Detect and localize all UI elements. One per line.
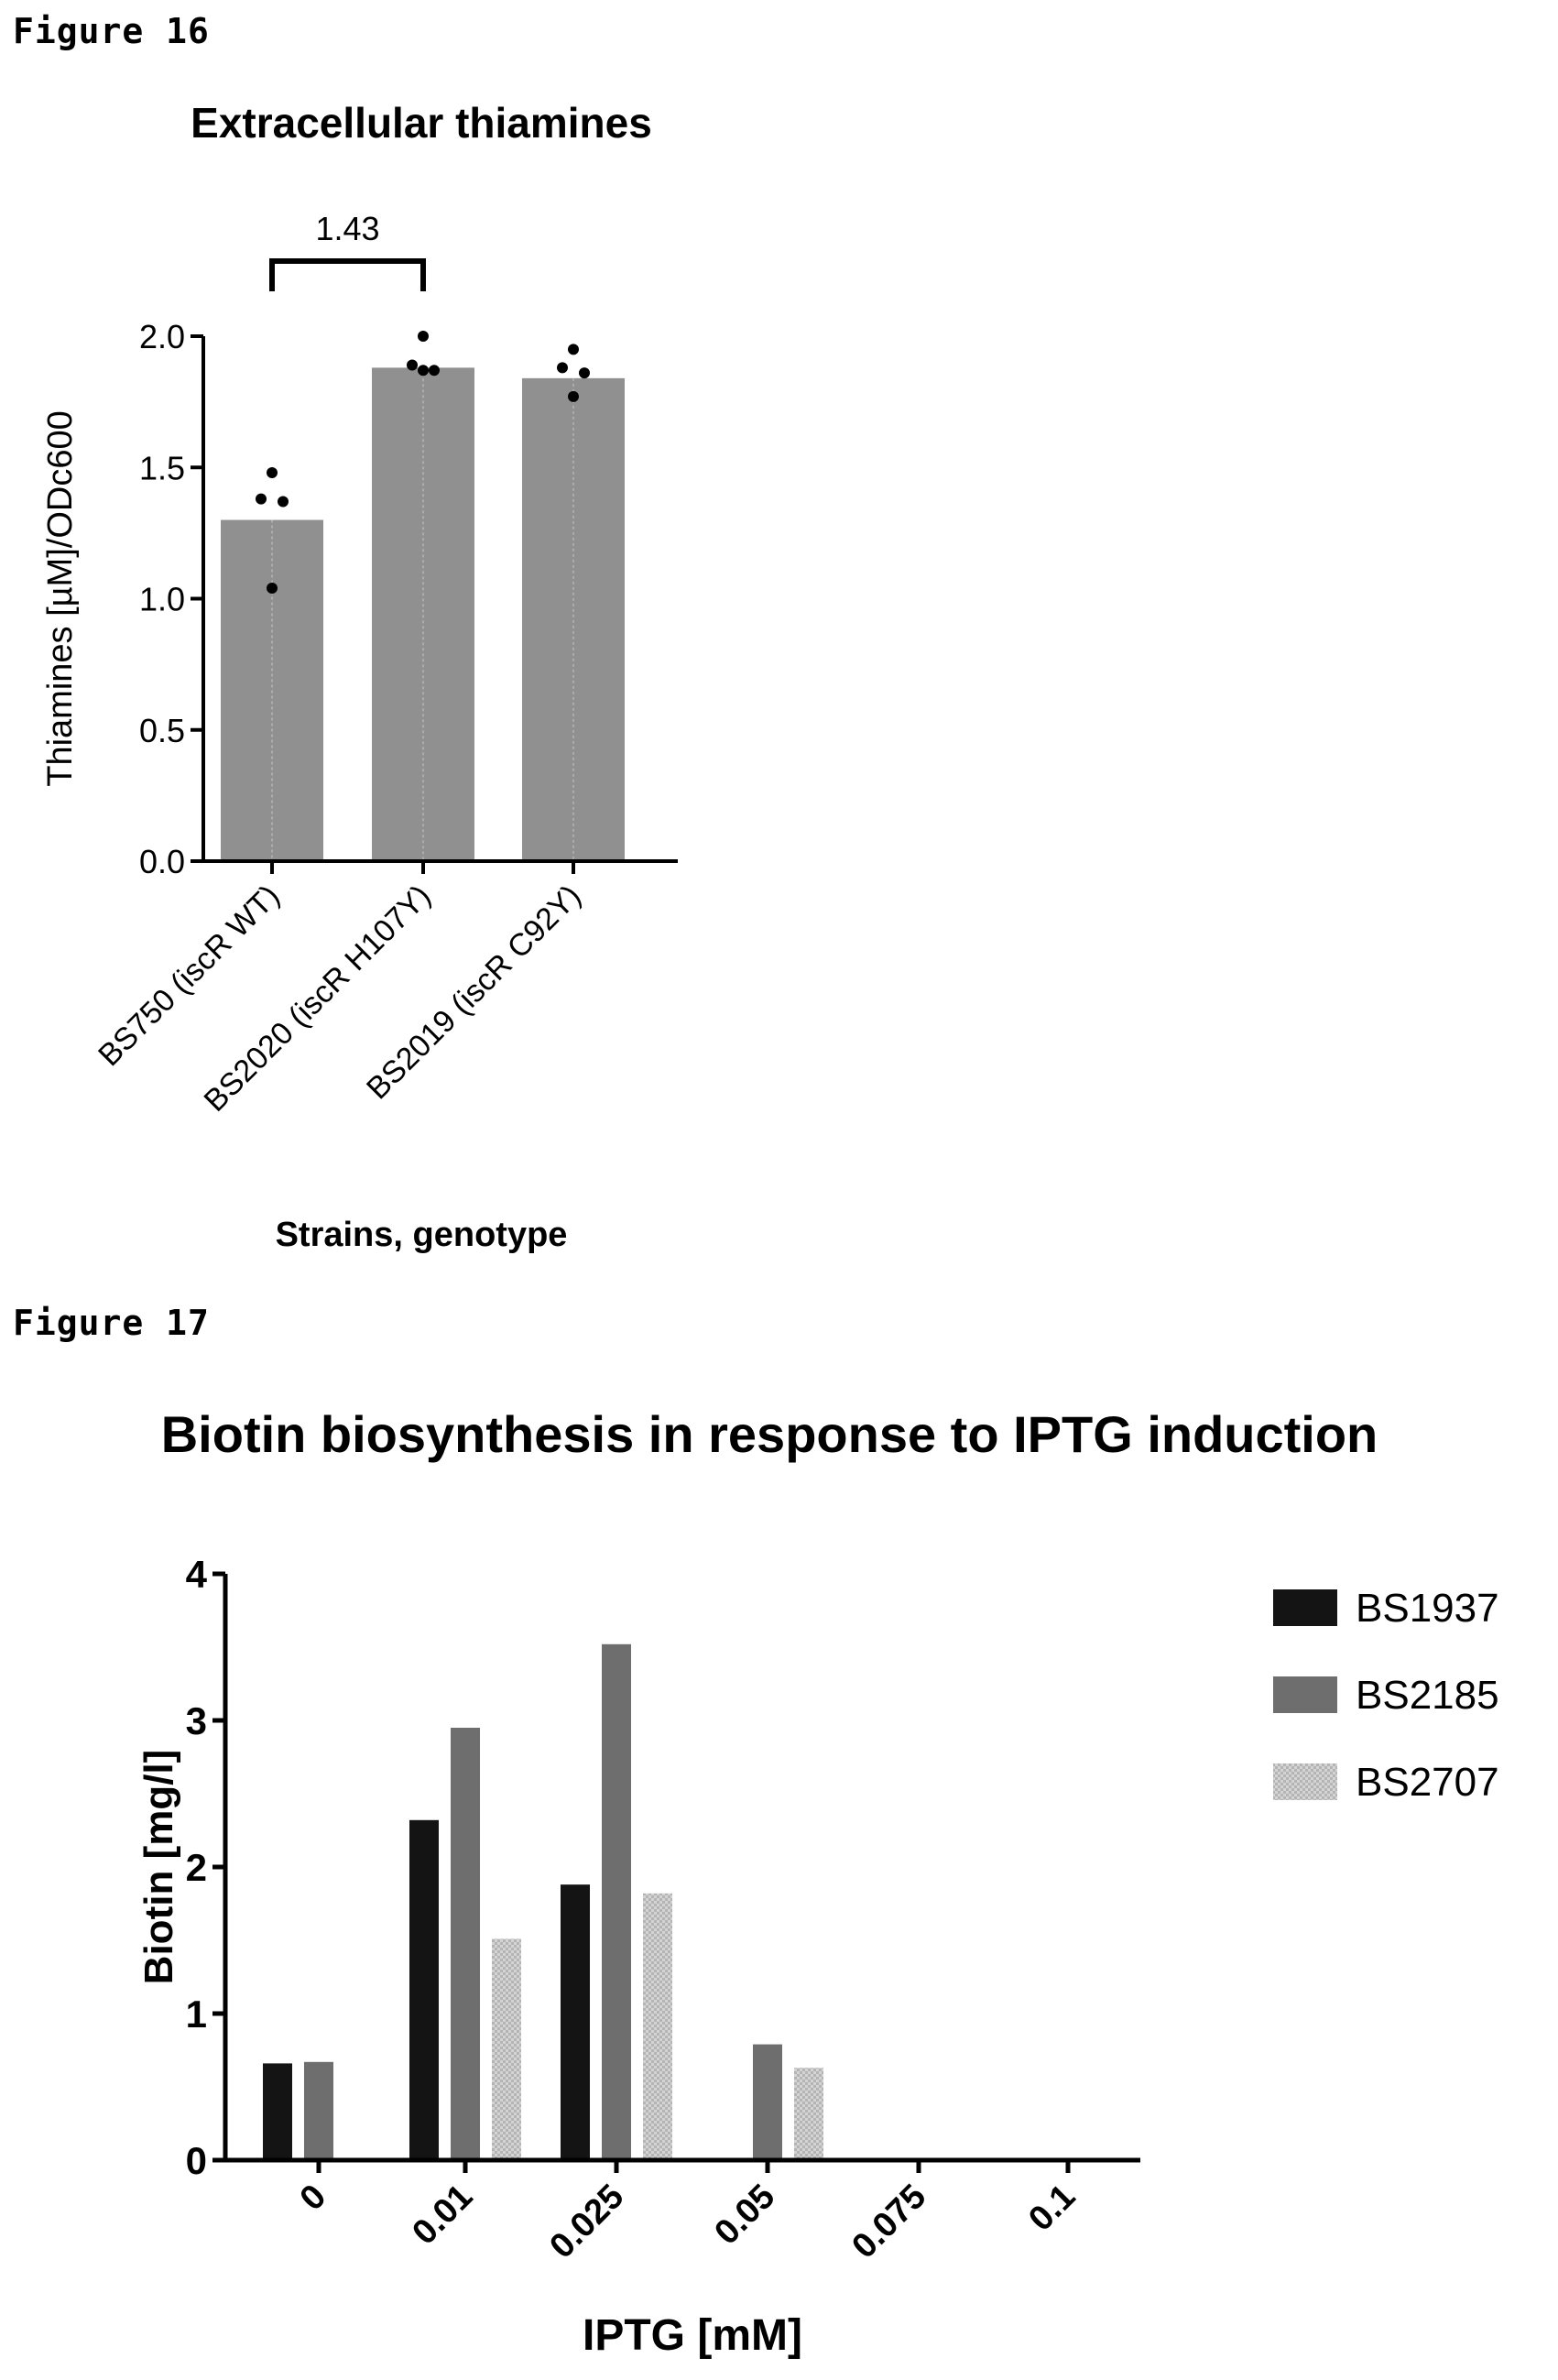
data-point [568, 344, 579, 355]
bar-bs2707 [643, 1894, 672, 2160]
y-tick-label: 0 [186, 2139, 207, 2182]
bar-bs2185 [304, 2062, 333, 2160]
data-point [278, 496, 289, 507]
y-tick-label: 1 [186, 1992, 207, 2036]
bar-bs2185 [602, 1644, 631, 2160]
y-tick-label: 1.0 [139, 581, 185, 618]
legend-swatch-bs1937 [1273, 1589, 1337, 1626]
legend-label-bs2707: BS2707 [1356, 1760, 1499, 1805]
bar-bs1937 [263, 2063, 292, 2160]
biotin-chart: Biotin biosynthesis in response to IPTG … [0, 1283, 1558, 2380]
data-point [407, 360, 418, 371]
x-tick-label: 0.1 [1021, 2178, 1083, 2239]
legend-label-bs2185: BS2185 [1356, 1673, 1499, 1718]
data-point [429, 365, 440, 376]
y-tick-label: 2 [186, 1846, 207, 1889]
chart-title: Extracellular thiamines [191, 99, 652, 147]
thiamines-chart: Extracellular thiamines0.00.51.01.52.0BS… [0, 0, 1558, 1283]
y-tick-label: 2.0 [139, 318, 185, 355]
bar-bs1937 [409, 1820, 439, 2160]
significance-label: 1.43 [315, 210, 379, 247]
x-tick-label: 0.01 [405, 2178, 480, 2253]
bar-bs1937 [561, 1884, 590, 2160]
x-tick-label: 0 [293, 2178, 334, 2219]
y-tick-label: 3 [186, 1699, 207, 1742]
x-tick-label: 0.05 [707, 2178, 782, 2253]
x-tick-label: 0.025 [542, 2178, 631, 2266]
bar-bs2707 [492, 1938, 521, 2160]
y-tick-label: 0.5 [139, 712, 185, 749]
y-tick-label: 0.0 [139, 843, 185, 880]
y-tick-label: 4 [186, 1553, 208, 1596]
legend-swatch-bs2707 [1273, 1763, 1337, 1800]
chart-title: Biotin biosynthesis in response to IPTG … [161, 1405, 1378, 1463]
x-axis-label: IPTG [mM] [583, 2311, 802, 2360]
data-point [267, 467, 278, 478]
y-axis-label: Biotin [mg/l] [136, 1750, 181, 1985]
data-point [418, 365, 429, 376]
bar-bs2185 [753, 2045, 782, 2160]
data-point [568, 391, 579, 402]
bar-bs2185 [451, 1728, 480, 2160]
significance-bracket [272, 261, 423, 291]
data-point [579, 367, 590, 378]
data-point [418, 331, 429, 342]
bar-bs2707 [794, 2068, 823, 2160]
legend-label-bs1937: BS1937 [1356, 1586, 1499, 1631]
data-point [557, 362, 568, 373]
y-tick-label: 1.5 [139, 449, 185, 486]
data-point [256, 494, 267, 505]
data-point [267, 583, 278, 594]
legend-swatch-bs2185 [1273, 1676, 1337, 1713]
x-axis-label: Strains, genotype [276, 1216, 568, 1254]
y-axis-label: Thiamines [µM]/ODc600 [41, 410, 80, 786]
x-tick-label: 0.075 [844, 2178, 933, 2266]
